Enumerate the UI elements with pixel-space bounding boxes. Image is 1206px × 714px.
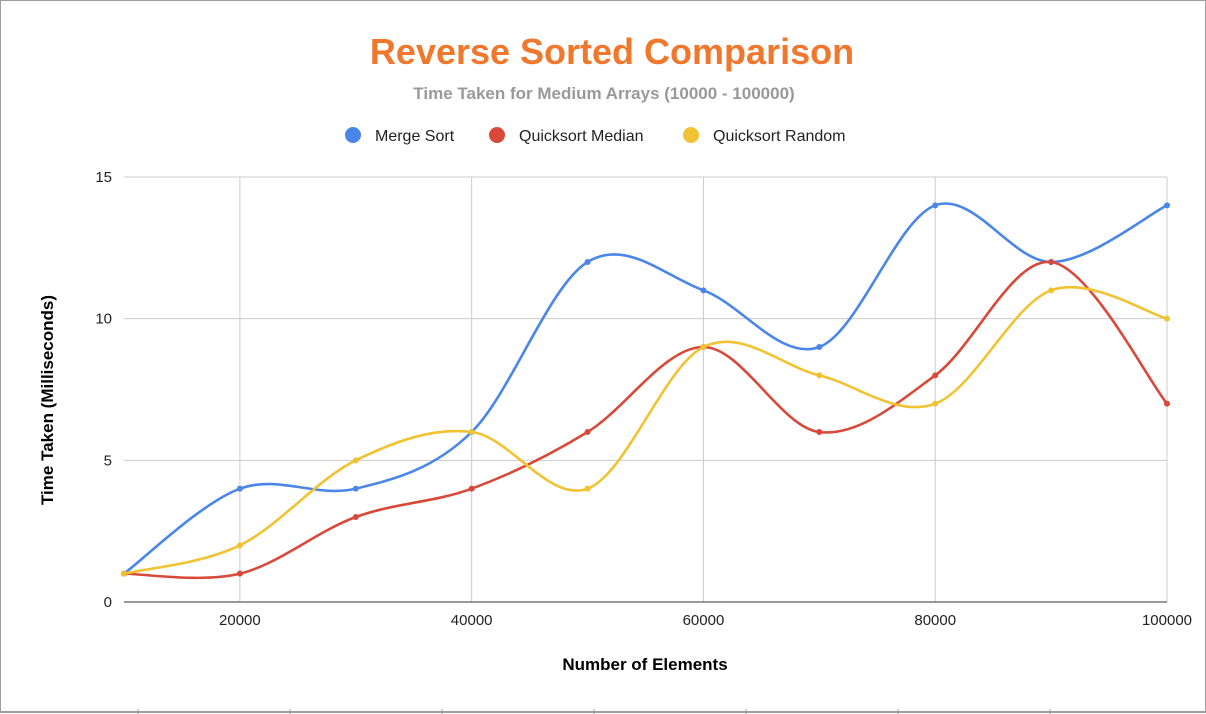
x-tick-label: 60000 [683,612,725,629]
data-point-quicksort-random [352,457,359,464]
gridlines [124,176,1168,714]
y-tick-label: 0 [104,594,112,611]
data-point-quicksort-random [236,542,243,549]
y-axis-ticks: 0 5 10 15 [95,169,112,611]
series-line-merge-sort [123,202,1168,575]
data-point-merge-sort [584,259,591,265]
x-axis-ticks: 20000 40000 60000 80000 100000 [219,612,1192,629]
legend-marker-quicksort-random [683,127,699,143]
data-point-quicksort-median [584,429,591,435]
y-tick-label: 10 [95,311,112,328]
data-point-merge-sort [932,202,939,209]
x-tick-label: 100000 [1142,612,1192,629]
y-axis-label: Time Taken (Milliseconds) [38,295,57,505]
legend-label-merge-sort: Merge Sort [375,128,455,145]
y-tick-label: 15 [95,169,112,186]
legend-marker-quicksort-median [489,127,505,143]
series-lines [123,202,1169,580]
data-point-quicksort-random [816,372,823,379]
data-point-merge-sort [1164,202,1170,209]
legend-label-quicksort-median: Quicksort Median [519,128,644,145]
legend-marker-merge-sort [345,127,361,143]
legend: Merge Sort Quicksort Median Quicksort Rand… [345,127,846,145]
y-tick-label: 5 [104,452,112,469]
data-point-quicksort-random [1164,315,1170,322]
data-point-merge-sort [352,485,359,492]
data-point-quicksort-median [816,429,823,435]
data-point-merge-sort [236,485,243,492]
chart-subtitle: Time Taken for Medium Arrays (10000 - 10… [413,84,794,103]
data-point-quicksort-median [1164,400,1170,407]
x-tick-label: 20000 [219,612,261,629]
data-point-quicksort-median [932,372,939,379]
data-point-quicksort-random [584,485,591,492]
series-line-quicksort-median [123,260,1169,580]
data-point-quicksort-median [1048,259,1055,265]
data-point-quicksort-random [700,344,707,350]
data-point-quicksort-random [121,570,127,577]
data-point-quicksort-random [468,429,475,435]
data-point-merge-sort [816,344,823,350]
chart-title: Reverse Sorted Comparison [370,31,854,72]
data-point-quicksort-median [236,570,243,577]
x-axis-label: Number of Elements [562,655,727,674]
x-tick-label: 80000 [914,612,956,629]
data-point-quicksort-median [468,485,475,492]
data-point-merge-sort [700,287,707,294]
data-point-quicksort-random [1048,287,1055,294]
data-point-quicksort-median [352,514,359,520]
x-tick-label: 40000 [451,612,493,629]
data-point-quicksort-random [932,400,939,407]
legend-label-quicksort-random: Quicksort Random [713,128,846,145]
series-line-quicksort-random [123,285,1168,575]
series-points [121,202,1170,577]
